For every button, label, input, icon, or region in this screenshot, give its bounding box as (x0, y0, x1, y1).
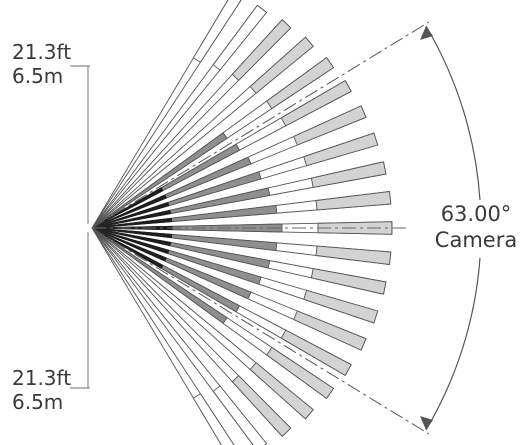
beam-10-far-zone (315, 191, 392, 211)
beam-5-far-zone (266, 57, 334, 109)
beam-6-far-zone (280, 80, 352, 127)
camera-angle-arc-lower (425, 257, 481, 431)
beam-15-near-zone (91, 227, 167, 262)
camera-upper-boundary-line (91, 21, 430, 229)
beam-13-far-zone (310, 268, 387, 295)
beam-21-outline (91, 227, 235, 445)
camera-angle-label: 63.00° Camera (430, 201, 522, 253)
beam-16-far-zone (280, 329, 352, 376)
bottom-dimension-feet: 21.3ft (12, 366, 72, 390)
beam-20-far-zone (212, 385, 267, 445)
beam-1-far-zone (192, 0, 242, 63)
beam-14-near-zone (91, 227, 170, 254)
beam-6-near-zone (91, 187, 164, 229)
detection-beams (91, 0, 393, 445)
camera-lower-boundary-line (91, 227, 430, 435)
beam-14-far-zone (303, 289, 379, 324)
beam-7-far-zone (293, 105, 367, 146)
beam-2-far-zone (212, 4, 267, 71)
beam-13-near-zone (91, 227, 172, 247)
beam-5-mid-zone (91, 132, 228, 229)
bottom-dimension-label: 21.3ft 6.5m (12, 366, 71, 414)
camera-angle-indicator (91, 21, 481, 435)
beam-8-far-zone (303, 132, 379, 167)
beam-9-far-zone (310, 161, 387, 188)
arc-arrow-top (420, 26, 433, 40)
top-dimension-meters: 6.5m (12, 64, 64, 88)
beam-17-mid-zone (91, 227, 228, 324)
beam-18-far-zone (249, 362, 314, 420)
camera-angle-caption: Camera (434, 228, 518, 252)
beam-8-near-zone (91, 202, 170, 229)
beam-12-near-zone (91, 227, 173, 239)
top-dimension-label: 21.3ft 6.5m (12, 40, 71, 88)
top-dimension-feet: 21.3ft (12, 40, 72, 64)
beam-3-far-zone (231, 19, 292, 81)
beam-10-near-zone (91, 217, 173, 229)
bottom-dimension-meters: 6.5m (12, 390, 64, 414)
beam-12-far-zone (315, 245, 392, 265)
camera-angle-value: 63.00° (440, 202, 512, 226)
beam-21-far-zone (192, 393, 235, 445)
camera-angle-arc (425, 25, 481, 201)
beam-7-near-zone (91, 194, 167, 229)
beam-9-near-zone (91, 209, 172, 229)
beam-16-near-zone (91, 227, 164, 269)
beam-4-far-zone (249, 36, 314, 94)
beam-17-far-zone (266, 347, 334, 399)
beam-15-far-zone (293, 310, 367, 351)
beam-19-far-zone (231, 375, 292, 437)
arc-arrow-bottom (420, 416, 433, 430)
